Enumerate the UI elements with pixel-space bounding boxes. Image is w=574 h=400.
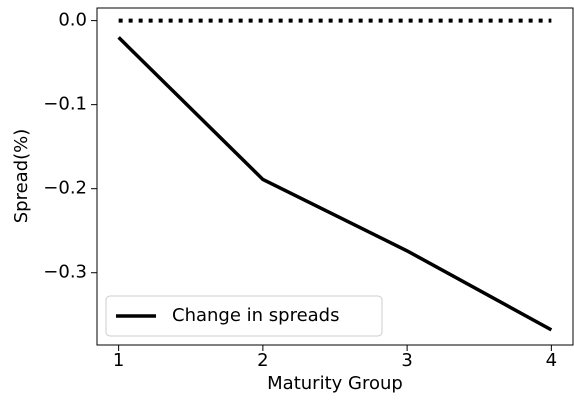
y-tick-label: 0.0	[58, 10, 87, 31]
y-tick-label: −0.2	[43, 178, 87, 199]
y-tick-label: −0.1	[43, 94, 87, 115]
plot-frame	[96, 7, 574, 346]
x-tick-label: 1	[113, 350, 124, 371]
x-tick-label: 4	[546, 350, 557, 371]
x-axis-label: Maturity Group	[267, 373, 403, 394]
x-tick-label: 3	[401, 350, 412, 371]
line-series	[117, 36, 553, 332]
y-axis-label: Spread(%)	[11, 129, 32, 224]
x-tick-label: 2	[257, 350, 268, 371]
legend-box	[105, 295, 383, 337]
legend-label: Change in spreads	[172, 305, 339, 326]
legend: Change in spreads	[105, 295, 383, 337]
y-tick-label: −0.3	[43, 262, 87, 283]
